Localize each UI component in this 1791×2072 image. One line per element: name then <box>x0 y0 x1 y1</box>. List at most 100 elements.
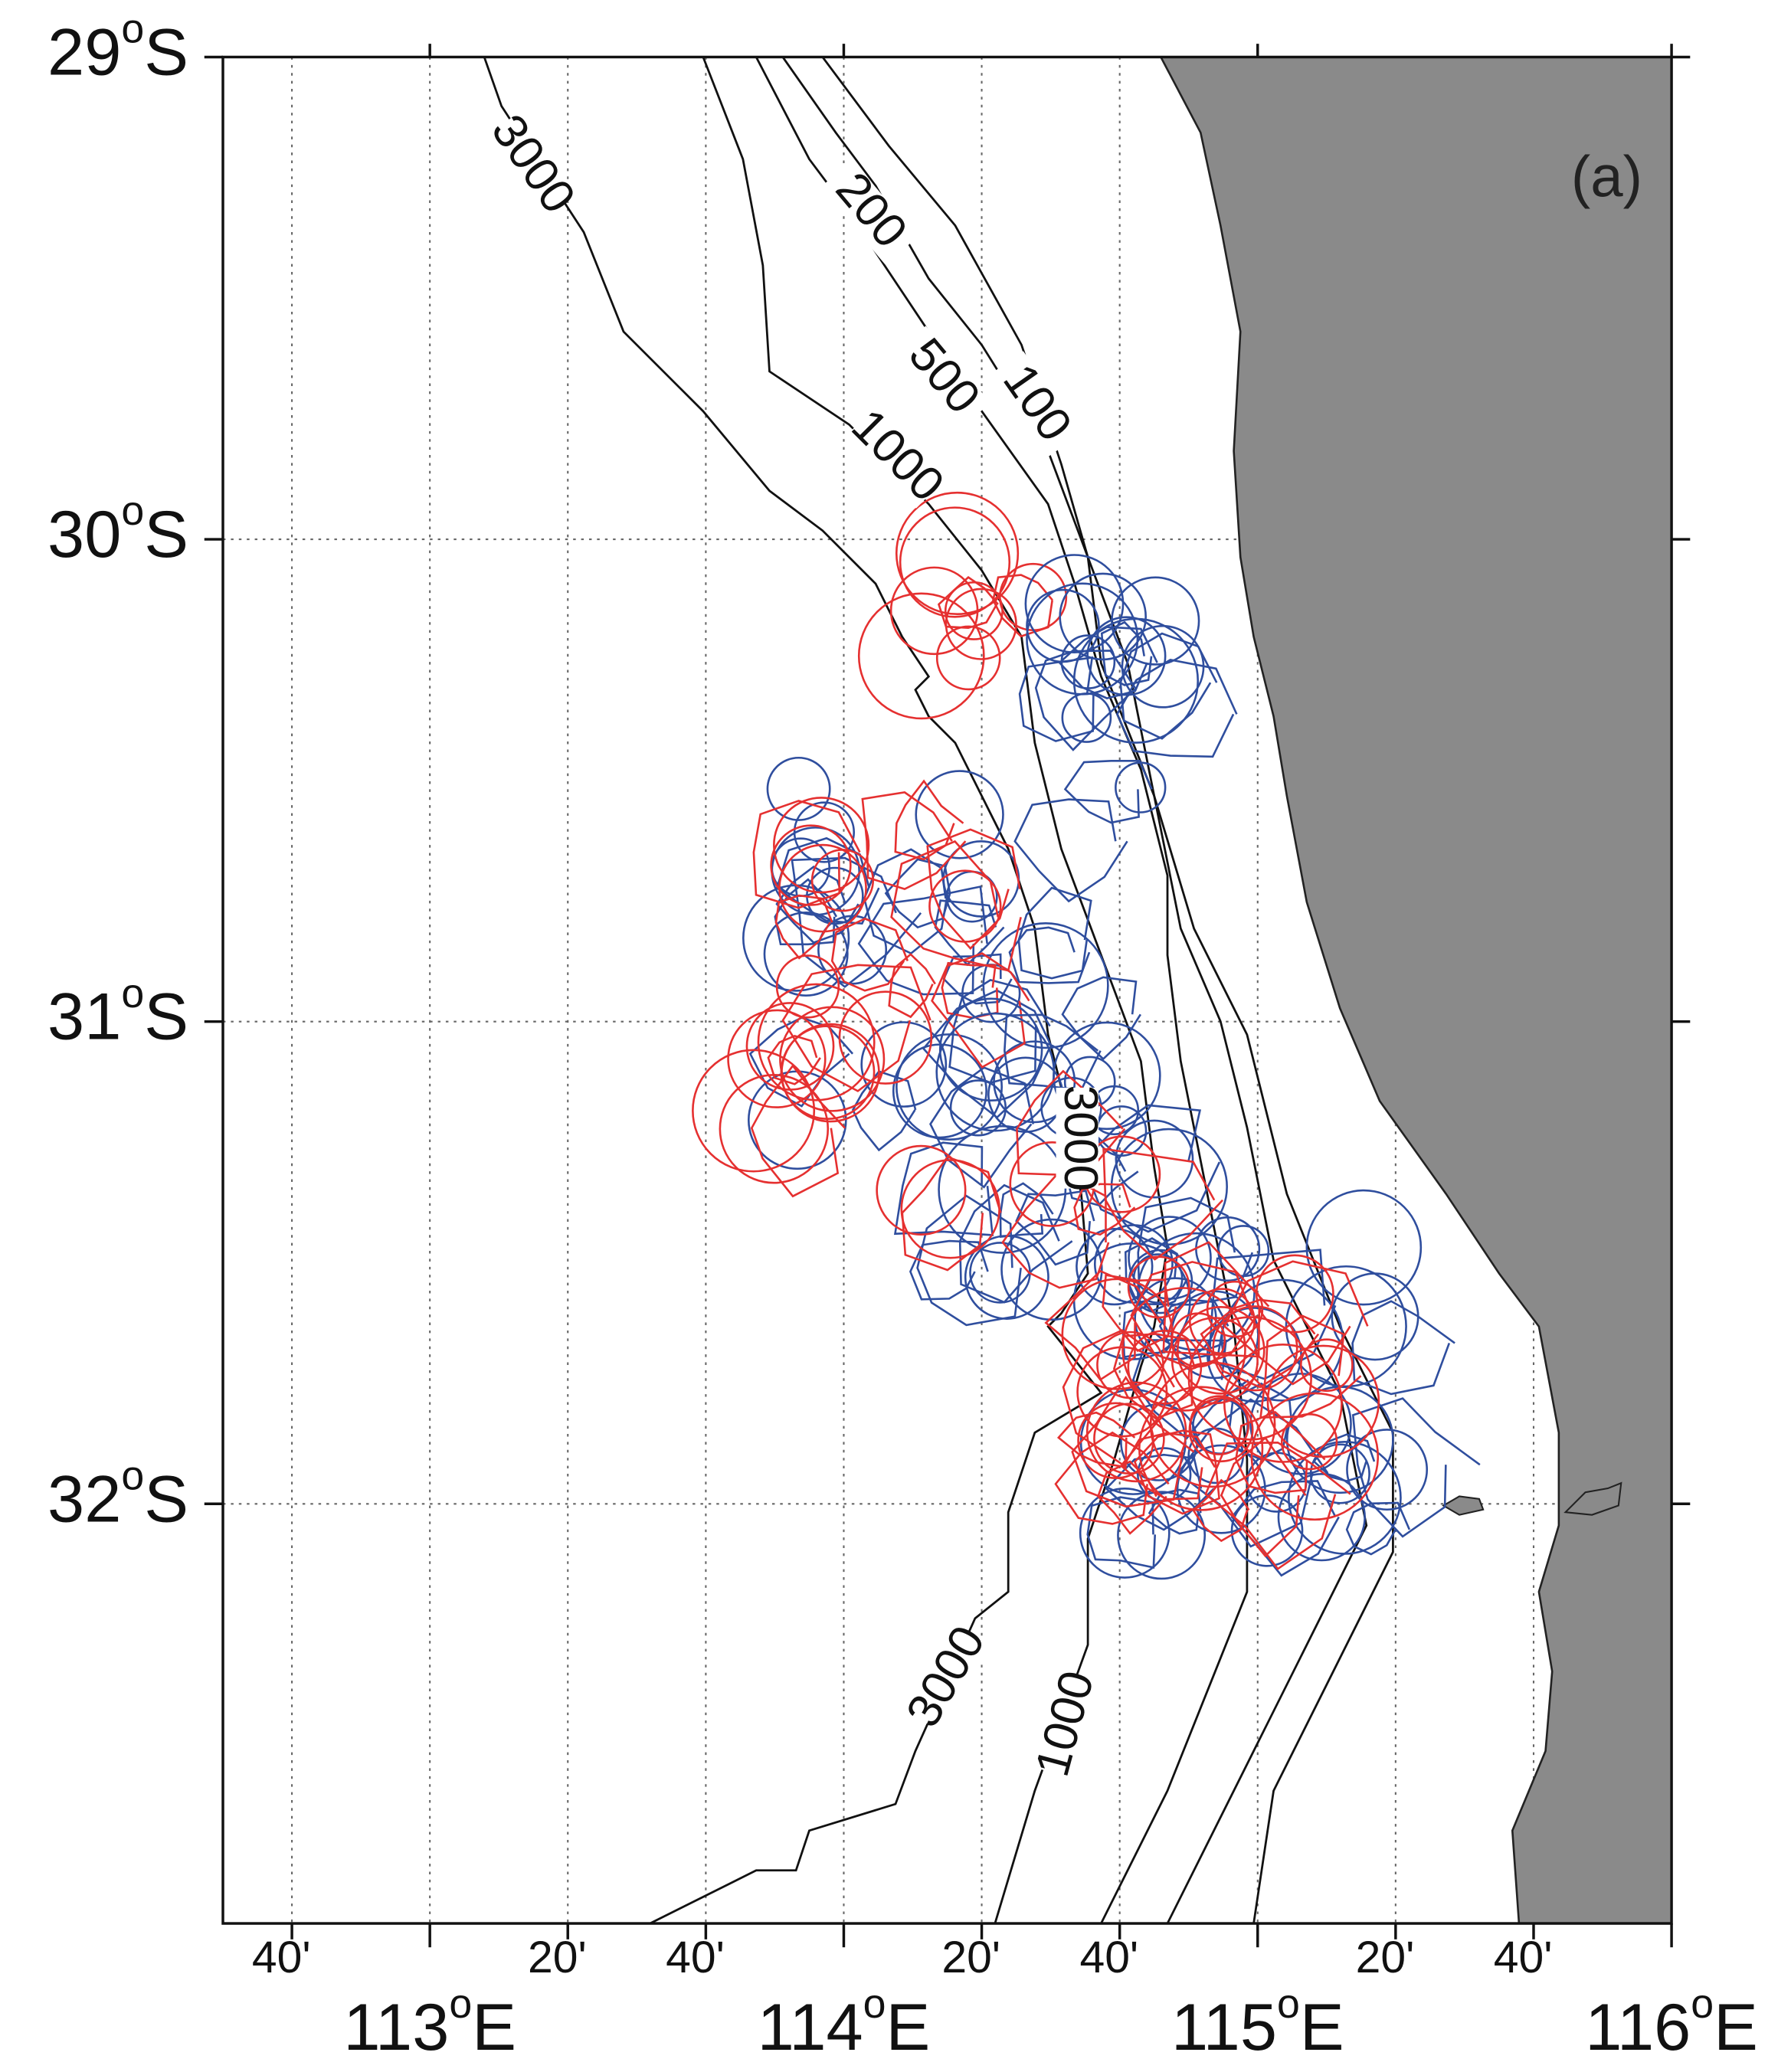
eddy-loop <box>900 1159 1000 1259</box>
axis-label: 29oS <box>47 6 188 90</box>
axis-label: 115oE <box>1171 1981 1344 2064</box>
eddy-loop <box>775 954 840 1019</box>
eddy-loop <box>1121 1287 1246 1412</box>
hemisphere: E <box>886 1991 931 2064</box>
eddy-loop <box>890 840 1022 972</box>
hemisphere: S <box>144 498 188 571</box>
hemisphere: E <box>1714 1991 1758 2064</box>
minute-label: 40' <box>1079 1933 1138 1982</box>
eddy-loop <box>1100 620 1153 686</box>
eddy-loop <box>779 1006 886 1112</box>
eddy-loop <box>1110 1128 1228 1245</box>
eddy-loop <box>1235 1410 1326 1494</box>
eddy-loop <box>745 1002 835 1091</box>
eddy-loop <box>1008 926 1091 984</box>
eddy-loop <box>1119 632 1218 740</box>
eddy-loop <box>1351 1397 1481 1538</box>
eddy-loop <box>1053 1021 1161 1131</box>
eddy-loop <box>774 894 833 960</box>
axis-label: 114oE <box>758 1981 931 2064</box>
eddy-loop <box>1204 1441 1351 1570</box>
eddy-loop <box>1024 554 1125 653</box>
eddy-loop <box>1044 1269 1161 1381</box>
eddy-loop <box>781 964 932 1092</box>
hemisphere: E <box>472 1991 516 2064</box>
eddy-loop <box>1212 1305 1298 1392</box>
eddy-loop <box>1131 1339 1249 1440</box>
eddy-loop <box>1000 1218 1103 1321</box>
eddy-loop <box>935 625 1001 691</box>
degree-number: 116 <box>1585 1991 1691 2064</box>
eddy-loop <box>1073 1183 1136 1236</box>
contour-label-bg <box>820 159 918 265</box>
degree-mark: o <box>121 971 144 1016</box>
contour-label-bg <box>484 112 578 220</box>
eddy-loop <box>899 506 1011 618</box>
contour-label-bg <box>1034 1670 1102 1779</box>
eddy-loop <box>1086 616 1167 696</box>
eddy-loop <box>1230 1494 1304 1567</box>
eddy-loop <box>1102 1274 1177 1353</box>
eddy-loop <box>926 828 1021 951</box>
eddy-loop <box>860 1021 948 1108</box>
eddy-loop <box>958 1183 1073 1304</box>
degree-mark: o <box>121 488 144 534</box>
eddy-loop <box>1259 1314 1362 1419</box>
eddy-loop <box>931 952 1030 1069</box>
degree-number: 32 <box>47 1462 121 1536</box>
eddy-loop <box>1280 1412 1338 1471</box>
eddy-loop <box>1176 1306 1265 1395</box>
minute-label: 20' <box>941 1933 1000 1982</box>
contour-label-bg <box>844 407 947 509</box>
eddy-loop <box>692 1049 816 1173</box>
eddy-loop <box>775 865 859 944</box>
eddy-loop <box>888 953 936 1019</box>
eddy-loop <box>1220 1436 1307 1558</box>
minute-label: 20' <box>528 1933 587 1982</box>
eddy-loop <box>1128 1216 1212 1300</box>
degree-number: 30 <box>47 498 121 571</box>
map-frame <box>221 55 1673 1925</box>
hemisphere: E <box>1300 1991 1344 2064</box>
eddy-loop <box>1127 1330 1203 1405</box>
eddy-loop <box>1026 588 1100 663</box>
eddy-loop <box>1018 656 1095 742</box>
axis-label: 113oE <box>343 1981 516 2064</box>
eddy-loop <box>1121 624 1205 709</box>
eddy-loop <box>1013 798 1128 903</box>
degree-mark: o <box>449 1981 472 2027</box>
degree-number: 115 <box>1171 1991 1277 2064</box>
island <box>1563 1481 1622 1516</box>
eddy-loop <box>1061 1278 1174 1390</box>
contour-label-bg <box>1056 1088 1099 1189</box>
eddy-loop <box>1192 1478 1250 1543</box>
hemisphere: S <box>144 980 188 1054</box>
eddy-loop <box>1111 576 1200 666</box>
eddy-loop <box>999 1182 1054 1238</box>
panel-label: (a) <box>1571 144 1642 209</box>
eddy-loop <box>948 979 1051 1084</box>
eddy-loop <box>1115 761 1167 813</box>
degree-number: 114 <box>758 1991 863 2064</box>
island <box>1442 1495 1485 1516</box>
eddy-loop <box>1206 1280 1264 1338</box>
axis-label: 32oS <box>47 1453 188 1537</box>
eddy-loop <box>916 1194 1022 1327</box>
eddy-loop <box>851 1070 917 1152</box>
eddy-loop <box>1115 659 1238 758</box>
eddy-loop <box>793 801 856 863</box>
eddy-loop <box>938 1124 1067 1254</box>
eddy-loop <box>1312 1433 1376 1482</box>
eddy-loop <box>949 1079 1007 1137</box>
eddy-loop <box>1063 760 1153 824</box>
eddy-loop <box>1305 1189 1423 1306</box>
eddy-loop <box>909 1239 989 1301</box>
eddy-loop <box>857 592 985 720</box>
eddy-loop <box>766 756 831 821</box>
eddy-loop <box>1187 1316 1312 1441</box>
degree-mark: o <box>1691 1981 1714 2027</box>
contour-label-bg <box>988 351 1082 458</box>
eddy-loop <box>928 869 1002 943</box>
axis-label: 31oS <box>47 971 188 1054</box>
